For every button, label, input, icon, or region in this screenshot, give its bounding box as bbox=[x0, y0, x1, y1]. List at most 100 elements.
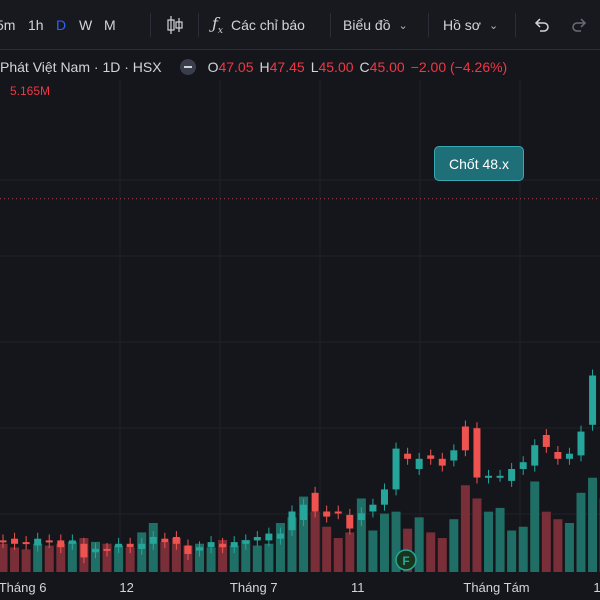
toolbar-separator bbox=[428, 13, 429, 37]
candle bbox=[461, 420, 469, 457]
volume-bar bbox=[0, 543, 8, 572]
candle bbox=[265, 527, 273, 547]
toolbar-separator bbox=[150, 13, 151, 37]
candle bbox=[91, 542, 99, 559]
chart-menu-button[interactable]: Biểu đồ ⌄ bbox=[343, 15, 408, 35]
candle bbox=[57, 534, 65, 554]
candle bbox=[346, 508, 354, 535]
symbol-title[interactable]: Phát Việt Nam · 1D · HSX bbox=[0, 59, 162, 75]
chevron-down-icon: ⌄ bbox=[488, 19, 499, 32]
candle bbox=[357, 507, 365, 526]
profile-menu-button[interactable]: Hồ sơ ⌄ bbox=[443, 15, 498, 35]
candle bbox=[22, 536, 30, 550]
volume-bar bbox=[379, 513, 389, 572]
x-tick-label: Tháng 7 bbox=[230, 580, 278, 595]
candle bbox=[323, 505, 331, 523]
volume-bar bbox=[21, 549, 31, 572]
volume-bar bbox=[67, 541, 77, 572]
x-tick-label: Tháng Tám bbox=[463, 580, 529, 595]
candle bbox=[519, 456, 527, 475]
x-tick-label: Tháng 6 bbox=[0, 580, 46, 595]
close-value: 45.00 bbox=[369, 59, 405, 75]
candles bbox=[0, 369, 597, 564]
candle bbox=[438, 452, 446, 472]
close-label: C bbox=[359, 59, 370, 75]
x-tick-label: 13 bbox=[593, 580, 600, 595]
volume-bar bbox=[449, 519, 459, 572]
interval-5m[interactable]: 5m bbox=[0, 17, 16, 33]
candle bbox=[207, 536, 215, 554]
top-toolbar: 5m 1h D W M ƒx Các chỉ báo Biểu đồ ⌄ Hồ … bbox=[0, 0, 600, 50]
volume-bar bbox=[287, 517, 297, 572]
redo-icon[interactable] bbox=[572, 15, 588, 35]
symbol-legend: Phát Việt Nam · 1D · HSX O 47.05 H 47.45… bbox=[0, 58, 507, 76]
volume-bar bbox=[564, 522, 574, 572]
candle bbox=[34, 532, 42, 552]
volume-bar bbox=[229, 545, 239, 572]
candle bbox=[80, 537, 88, 564]
volume-bar bbox=[264, 543, 274, 572]
volume-bar bbox=[356, 498, 366, 572]
volume-bar bbox=[56, 543, 66, 572]
interval-1h[interactable]: 1h bbox=[28, 17, 44, 33]
volume-bar bbox=[114, 545, 124, 572]
volume-bar bbox=[171, 538, 181, 572]
candle bbox=[450, 444, 458, 467]
volume-bars bbox=[0, 477, 600, 572]
candle bbox=[103, 542, 111, 557]
hide-toggle-icon[interactable] bbox=[179, 59, 196, 75]
event-marker-icon[interactable] bbox=[395, 549, 417, 571]
candle bbox=[276, 527, 284, 545]
x-tick-label: 11 bbox=[351, 580, 365, 595]
open-value: 47.05 bbox=[218, 59, 254, 75]
volume-bar bbox=[218, 539, 228, 572]
chevron-down-icon: ⌄ bbox=[398, 19, 408, 32]
volume-bar bbox=[299, 496, 309, 572]
low-label: L bbox=[310, 59, 319, 75]
indicators-button[interactable]: ƒx Các chỉ báo bbox=[212, 13, 305, 37]
volume-bar bbox=[495, 507, 505, 572]
candle bbox=[485, 469, 493, 484]
undo-icon[interactable] bbox=[533, 15, 549, 35]
interval-m[interactable]: M bbox=[104, 17, 116, 33]
candle bbox=[427, 449, 435, 465]
volume-bar bbox=[160, 541, 170, 572]
candle bbox=[542, 429, 550, 453]
volume-bar bbox=[507, 530, 517, 572]
toolbar-separator bbox=[330, 13, 331, 37]
low-value: 45.00 bbox=[318, 59, 354, 75]
candle bbox=[415, 452, 423, 475]
volume-bar bbox=[368, 530, 378, 572]
interval-d[interactable]: D bbox=[56, 17, 67, 33]
annotation-callout[interactable]: Chốt 48.x bbox=[434, 146, 524, 181]
candle bbox=[531, 439, 539, 472]
high-value: 47.45 bbox=[269, 59, 305, 75]
event-marker-label: F bbox=[402, 554, 409, 568]
candle bbox=[392, 442, 400, 496]
volume-bar bbox=[541, 511, 551, 572]
volume-bar bbox=[345, 532, 355, 572]
interval-w[interactable]: W bbox=[79, 17, 93, 33]
volume-bar bbox=[333, 538, 343, 572]
volume-bar bbox=[102, 543, 112, 572]
volume-bar bbox=[206, 547, 216, 572]
volume-bar bbox=[518, 526, 528, 572]
candle bbox=[219, 537, 227, 554]
candle bbox=[0, 534, 7, 549]
volume-bar bbox=[125, 547, 135, 572]
volume-bar bbox=[414, 517, 424, 572]
candle bbox=[300, 498, 308, 526]
candle bbox=[253, 531, 261, 547]
candle bbox=[11, 532, 19, 550]
candle bbox=[334, 505, 342, 520]
volume-bar bbox=[472, 498, 482, 572]
candle bbox=[565, 447, 573, 465]
candle bbox=[577, 425, 585, 462]
candle bbox=[311, 486, 319, 518]
candle bbox=[508, 463, 516, 487]
volume-value: 5.165M bbox=[10, 84, 51, 98]
fx-icon: ƒx bbox=[212, 13, 223, 37]
candlestick-icon[interactable] bbox=[166, 15, 184, 35]
volume-bar bbox=[437, 538, 447, 572]
